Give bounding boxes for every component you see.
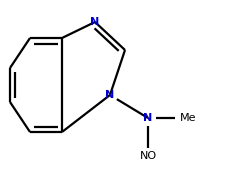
- Text: N: N: [90, 17, 99, 27]
- Text: N: N: [105, 90, 114, 100]
- Text: N: N: [143, 113, 152, 123]
- Text: NO: NO: [139, 151, 156, 161]
- Text: Me: Me: [179, 113, 196, 123]
